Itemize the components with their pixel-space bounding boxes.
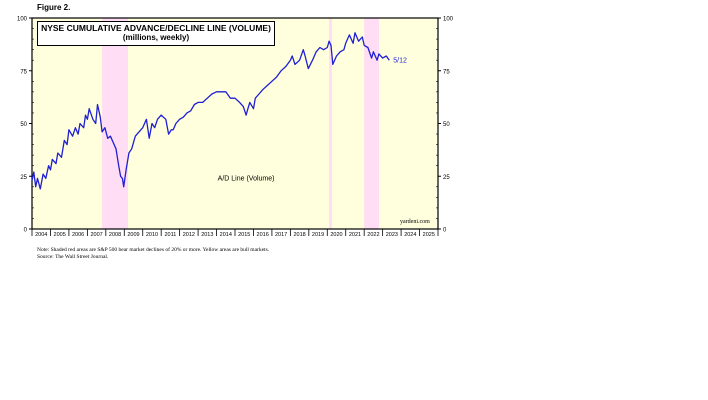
x-tick-label: 2024 — [404, 232, 416, 238]
x-tick-label: 2018 — [293, 232, 305, 238]
chart-subtitle: (millions, weekly) — [122, 33, 190, 42]
last-value-label: 5/12 — [393, 58, 407, 65]
ad-line-series — [31, 32, 390, 190]
x-tick-label: 2008 — [109, 232, 121, 238]
x-tick-label: 2004 — [35, 232, 47, 238]
x-tick-label: 2014 — [220, 232, 232, 238]
x-tick-label: 2012 — [183, 232, 195, 238]
x-axis: 2004 2005 2006 2007 2008 2009 2010 2011 2012 2013… — [31, 229, 439, 238]
x-tick-label: 2022 — [367, 232, 379, 238]
chart-title: NYSE CUMULATIVE ADVANCE/DECLINE LINE (VO… — [41, 23, 271, 33]
x-tick-label: 2021 — [349, 232, 361, 238]
series-label: A/D Line (Volume) — [218, 175, 275, 182]
y-tick-label-right: 50 — [443, 122, 450, 128]
bear-market-bands — [102, 18, 379, 229]
x-tick-label: 2006 — [72, 232, 84, 238]
x-tick-label: 2010 — [146, 232, 158, 238]
title-box: NYSE CUMULATIVE ADVANCE/DECLINE LINE (VO… — [37, 21, 275, 46]
y-axis-left: 0 25 50 75 100 — [17, 17, 34, 234]
x-tick-label: 2013 — [201, 232, 213, 238]
x-tick-label: 2017 — [275, 232, 287, 238]
x-tick-label: 2016 — [257, 232, 269, 238]
note-line: Note: Shaded red areas are S&P 500 bear … — [37, 247, 270, 253]
x-tick-label: 2011 — [164, 232, 176, 238]
source-line: Source: The Wall Street Journal. — [37, 253, 109, 260]
y-tick-label-right: 75 — [443, 69, 450, 75]
x-tick-label: 2007 — [90, 232, 102, 238]
bear-market-band — [102, 18, 128, 229]
bear-market-band — [329, 18, 332, 229]
x-tick-label: 2025 — [423, 232, 435, 238]
y-tick-label-left: 50 — [20, 122, 27, 128]
bear-market-band — [364, 18, 379, 229]
x-tick-label: 2009 — [127, 232, 139, 238]
x-tick-label: 2023 — [386, 232, 398, 238]
x-tick-label: 2019 — [312, 232, 324, 238]
y-tick-label-left: 25 — [20, 175, 27, 181]
y-tick-label-right: 100 — [443, 17, 454, 23]
notes: Note: Shaded red areas are S&P 500 bear … — [37, 247, 269, 260]
y-tick-label-right: 25 — [443, 175, 450, 181]
y-tick-label-right: 0 — [443, 228, 447, 234]
y-tick-label-left: 75 — [20, 69, 27, 75]
x-tick-label: 2020 — [330, 232, 342, 238]
x-tick-label: 2015 — [238, 232, 250, 238]
figure-label: Figure 2. — [37, 3, 71, 12]
y-axis-right: 0 25 50 75 100 — [436, 17, 454, 234]
x-tick-label: 2005 — [54, 232, 66, 238]
source-tag: yardeni.com — [400, 219, 430, 225]
y-tick-label-left: 0 — [24, 228, 28, 234]
y-tick-label-left: 100 — [17, 17, 28, 23]
